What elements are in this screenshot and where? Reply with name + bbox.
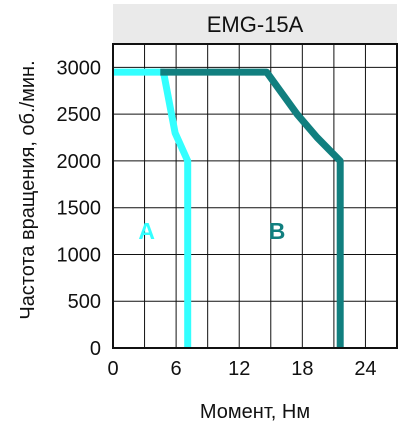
region-label-a: A — [138, 218, 155, 244]
series-line-a — [113, 68, 192, 348]
y-tick-label-1: 500 — [68, 291, 101, 313]
y-tick-label-3: 1500 — [57, 198, 102, 220]
plot-frame — [112, 43, 398, 349]
region-label-b: B — [269, 218, 286, 244]
x-tick-label-4: 24 — [354, 358, 376, 380]
series-layer — [113, 68, 344, 348]
chart-title: EMG-15A — [207, 12, 304, 37]
title-band — [113, 4, 397, 44]
x-tick-labels: 0 6 12 18 24 — [107, 358, 376, 380]
y-tick-label-6: 3000 — [57, 57, 102, 79]
y-axis-label: Частота вращения, об./мин. — [17, 60, 39, 319]
x-tick-label-0: 0 — [107, 358, 118, 380]
x-tick-label-3: 18 — [291, 358, 313, 380]
y-tick-labels: 0 500 1000 1500 2000 2500 3000 — [57, 57, 102, 360]
x-tick-label-2: 12 — [228, 358, 250, 380]
plot-area — [113, 44, 397, 348]
y-tick-label-4: 2000 — [57, 151, 102, 173]
x-tick-label-1: 6 — [171, 358, 182, 380]
x-axis-label: Момент, Нм — [200, 401, 310, 421]
series-line-b — [160, 68, 344, 348]
y-tick-label-2: 1000 — [57, 244, 102, 266]
y-tick-label-0: 0 — [90, 338, 101, 360]
y-tick-label-5: 2500 — [57, 104, 102, 126]
